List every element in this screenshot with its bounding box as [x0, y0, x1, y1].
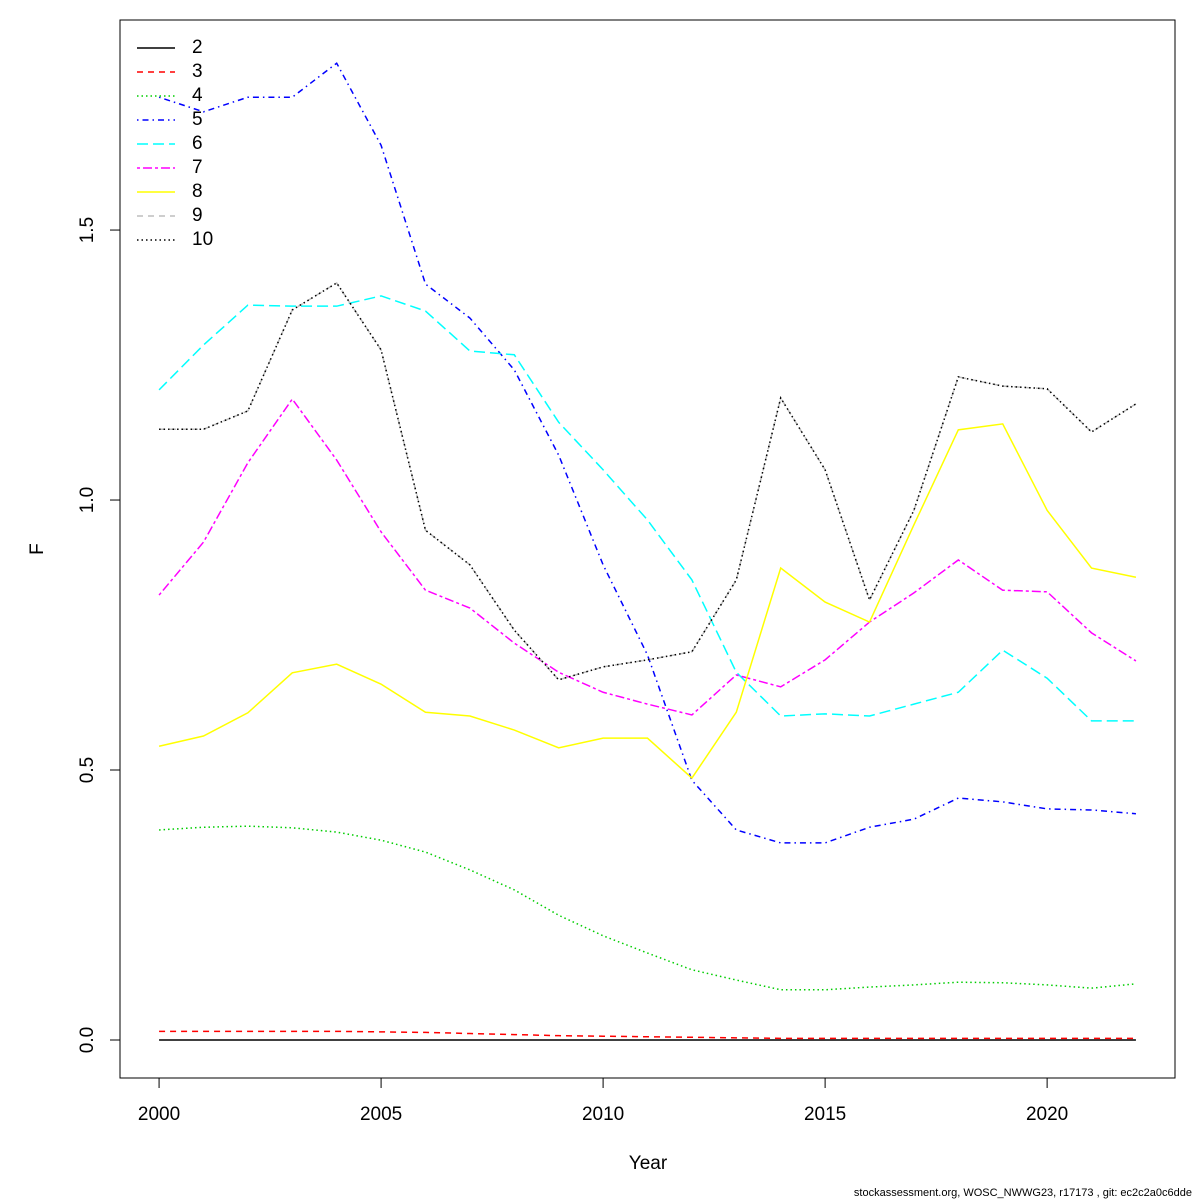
series-line [159, 281, 1137, 681]
x-tick-label: 2010 [582, 1104, 624, 1125]
x-tick-label: 2015 [804, 1104, 846, 1125]
y-tick-label: 1.0 [77, 487, 98, 513]
x-tick-label: 2020 [1026, 1104, 1068, 1125]
series-line [159, 1030, 1136, 1040]
series-line [158, 295, 1136, 722]
y-axis-label: F [27, 543, 48, 555]
legend-label: 6 [192, 133, 203, 154]
series-line [158, 423, 1137, 780]
legend-label: 2 [192, 37, 203, 58]
legend-label: 3 [192, 61, 203, 82]
x-axis-label: Year [629, 1153, 668, 1174]
y-tick-label: 0.0 [77, 1027, 98, 1053]
legend-label: 10 [192, 229, 213, 250]
series-line [159, 281, 1137, 681]
legend-label: 5 [192, 109, 203, 130]
plot-frame [119, 19, 1176, 1079]
legend-label: 7 [192, 157, 203, 178]
x-tick-label: 2005 [360, 1104, 402, 1125]
x-tick-label: 2000 [138, 1104, 180, 1125]
footer: stockassessment.org, WOSC_NWWG23, r17173… [854, 1187, 1192, 1199]
y-tick-label: 1.5 [77, 217, 98, 243]
series-line [159, 825, 1137, 991]
legend-label: 9 [192, 205, 203, 226]
legend-label: 4 [192, 85, 203, 106]
series-line [158, 397, 1137, 716]
series-line [158, 62, 1136, 844]
legend-label: 8 [192, 181, 203, 202]
y-tick-label: 0.5 [77, 757, 98, 783]
